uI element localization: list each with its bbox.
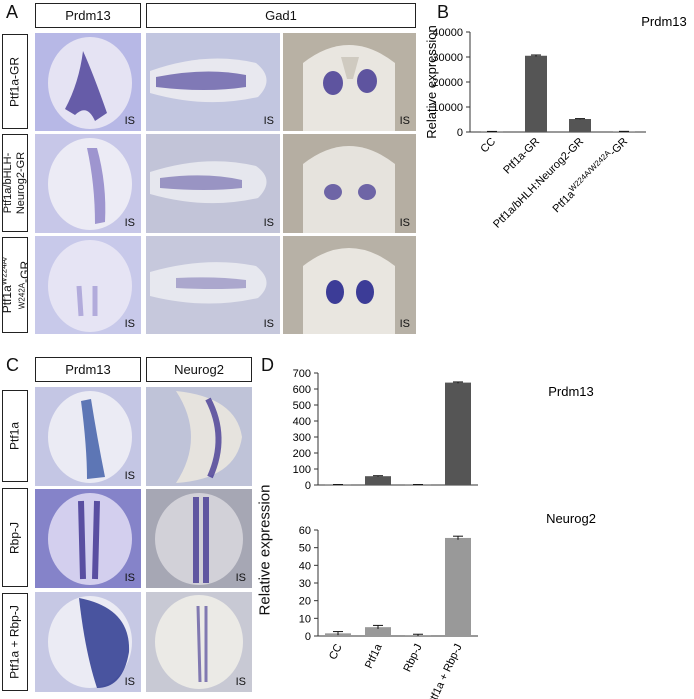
- panel-a-row-label-1: Ptf1a-GR: [2, 34, 28, 129]
- section-image-a6: IS: [283, 134, 416, 233]
- panel-c-row-label-2: Rbp-J: [2, 488, 28, 587]
- panel-a-letter: A: [6, 2, 19, 22]
- panel-c-header-prdm13: Prdm13: [35, 357, 141, 382]
- chart-d2-title: Neurog2: [546, 511, 596, 526]
- panel-c-row-label-3: Ptf1a + Rbp-J: [2, 593, 28, 691]
- section-image-a3: IS: [283, 33, 416, 131]
- panel-a-row-label-2: Ptf1a/bHLH- Neurog2-GR: [2, 134, 28, 232]
- is-label: IS: [124, 115, 135, 127]
- chart-d1-ytick-label: 400: [293, 416, 311, 428]
- chart-b-ytick-label: 0: [457, 127, 463, 139]
- is-label: IS: [263, 217, 274, 229]
- panel-a-header-prdm13: Prdm13: [35, 3, 141, 28]
- chart-b-bar: [525, 55, 547, 132]
- embryo-image-c5: IS: [35, 592, 141, 692]
- section-image-a9: IS: [283, 236, 416, 334]
- chart-d2-category-label: Ptf1a: [363, 641, 385, 670]
- chart-d2-bar: [445, 537, 471, 636]
- embryo-image-a7: IS: [35, 236, 141, 334]
- panel-d-letter: D: [261, 355, 274, 375]
- chart-d2-ytick-label: 0: [305, 631, 311, 643]
- embryo-image-c4: IS: [146, 489, 252, 588]
- is-label: IS: [263, 318, 274, 330]
- chart-d2-bar: [365, 627, 391, 636]
- chart-d1-ytick-label: 300: [293, 432, 311, 444]
- is-label: IS: [124, 572, 135, 584]
- is-label: IS: [399, 217, 410, 229]
- embryo-image-a5: IS: [146, 134, 280, 233]
- chart-d1-bar: [445, 382, 471, 485]
- embryo-image-c6: IS: [146, 592, 252, 692]
- embryo-image-c1: IS: [35, 387, 141, 486]
- is-label: IS: [124, 676, 135, 688]
- chart-b-ytick-label: 20000: [432, 77, 463, 89]
- panel-c-header-neurog2: Neurog2: [146, 357, 252, 382]
- chart-b-title: Prdm13: [641, 14, 687, 29]
- is-label: IS: [399, 115, 410, 127]
- chart-d2-ytick-label: 50: [299, 543, 311, 555]
- chart-d2-ytick-label: 40: [299, 560, 311, 572]
- panel-a-row-label-3: Ptf1aW224A/W242A-GR: [2, 237, 28, 333]
- is-label: IS: [263, 115, 274, 127]
- chart-b-ytick-label: 30000: [432, 52, 463, 64]
- is-label: IS: [399, 318, 410, 330]
- chart-d1-ytick-label: 200: [293, 448, 311, 460]
- chart-d1-ytick-label: 600: [293, 384, 311, 396]
- embryo-image-c2: [146, 387, 252, 486]
- chart-d2-ytick-label: 10: [299, 613, 311, 625]
- chart-d1-ytick-label: 500: [293, 400, 311, 412]
- panel-b-letter: B: [437, 2, 450, 22]
- is-label: IS: [235, 572, 246, 584]
- chart-d2-category-label: CC: [327, 642, 345, 662]
- is-label: IS: [235, 676, 246, 688]
- chart-d2-category-label: Rbp-J: [401, 642, 424, 674]
- chart-b-category-label: Ptf1a-GR: [501, 136, 542, 177]
- is-label: IS: [124, 217, 135, 229]
- chart-d2-category-label: Ptf1a + Rbp-J: [425, 642, 464, 699]
- embryo-image-a1: IS: [35, 33, 141, 131]
- chart-d1-bar: [365, 476, 391, 485]
- panel-a-header-gad1: Gad1: [146, 3, 416, 28]
- chart-d1-ytick-label: 0: [305, 480, 311, 492]
- chart-d2-ytick-label: 30: [299, 578, 311, 590]
- chart-b-bar: [569, 119, 591, 132]
- panel-d-chart: 0 100 200 300 400 500 600 700 Prdm13 0 10 20 30 40 50 6…: [293, 368, 596, 699]
- is-label: IS: [124, 318, 135, 330]
- chart-d2-ytick-label: 20: [299, 596, 311, 608]
- chart-b-category-label: CC: [478, 136, 498, 156]
- chart-d2-ytick-label: 60: [299, 525, 311, 537]
- panel-c-row-label-1: Ptf1a: [2, 390, 28, 482]
- embryo-image-a4: IS: [35, 134, 141, 233]
- chart-b-ytick-label: 10000: [432, 102, 463, 114]
- chart-d1-ytick-label: 700: [293, 368, 311, 380]
- panel-c-letter: C: [6, 355, 19, 375]
- embryo-image-c3: IS: [35, 489, 141, 588]
- chart-d1-title: Prdm13: [548, 384, 594, 399]
- chart-b-ytick-label: 40000: [432, 27, 463, 39]
- embryo-image-a2: IS: [146, 33, 280, 131]
- chart-b-ylabel: Relative expression: [424, 25, 439, 138]
- chart-d1-ytick-label: 100: [293, 464, 311, 476]
- is-label: IS: [124, 470, 135, 482]
- chart-b-category-label: Ptf1aW224A/W242A-GR: [549, 134, 630, 215]
- embryo-image-a8: IS: [146, 236, 280, 334]
